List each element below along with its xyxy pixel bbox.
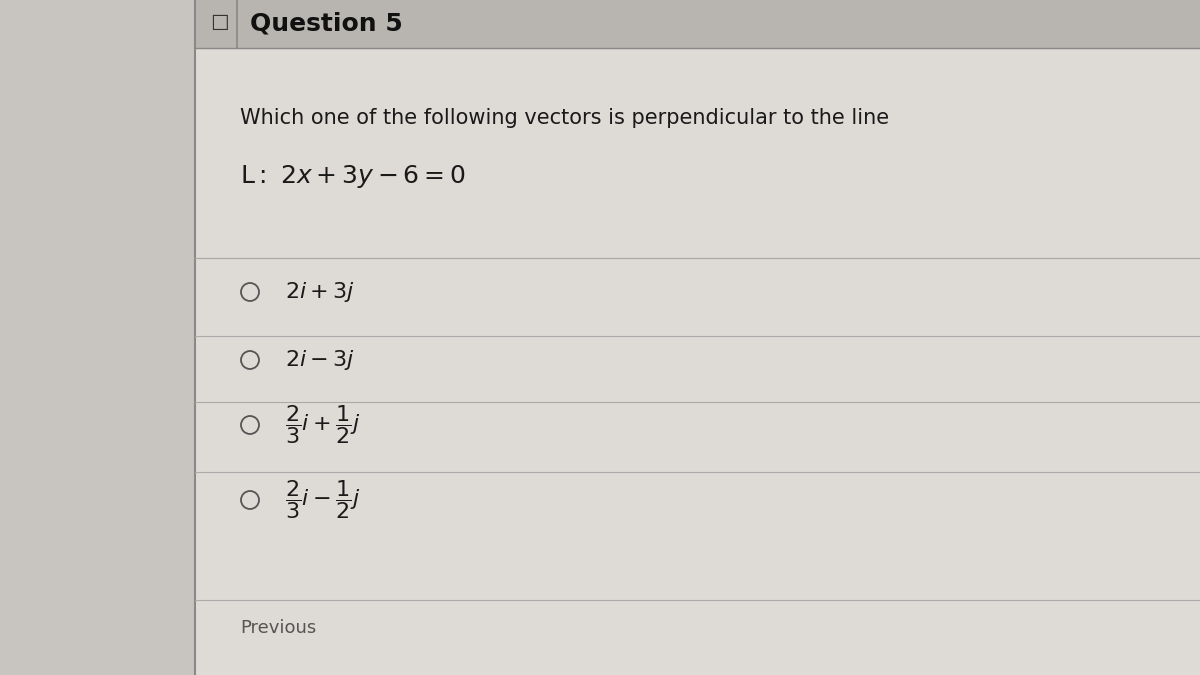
Bar <box>194 0 1200 675</box>
Text: Which one of the following vectors is perpendicular to the line: Which one of the following vectors is pe… <box>240 108 889 128</box>
Bar <box>194 0 1200 48</box>
Text: $2i + 3j$: $2i + 3j$ <box>286 280 355 304</box>
Text: Question 5: Question 5 <box>250 12 403 36</box>
Text: $\dfrac{2}{3}i + \dfrac{1}{2}j$: $\dfrac{2}{3}i + \dfrac{1}{2}j$ <box>286 404 360 446</box>
Text: $\rm L:\ 2\mathit{x} + 3\mathit{y} - 6 = 0$: $\rm L:\ 2\mathit{x} + 3\mathit{y} - 6 =… <box>240 163 466 190</box>
Text: $\dfrac{2}{3}i - \dfrac{1}{2}j$: $\dfrac{2}{3}i - \dfrac{1}{2}j$ <box>286 479 360 522</box>
Text: $2i - 3j$: $2i - 3j$ <box>286 348 355 372</box>
Text: ☐: ☐ <box>210 14 229 34</box>
Text: Previous: Previous <box>240 619 317 637</box>
